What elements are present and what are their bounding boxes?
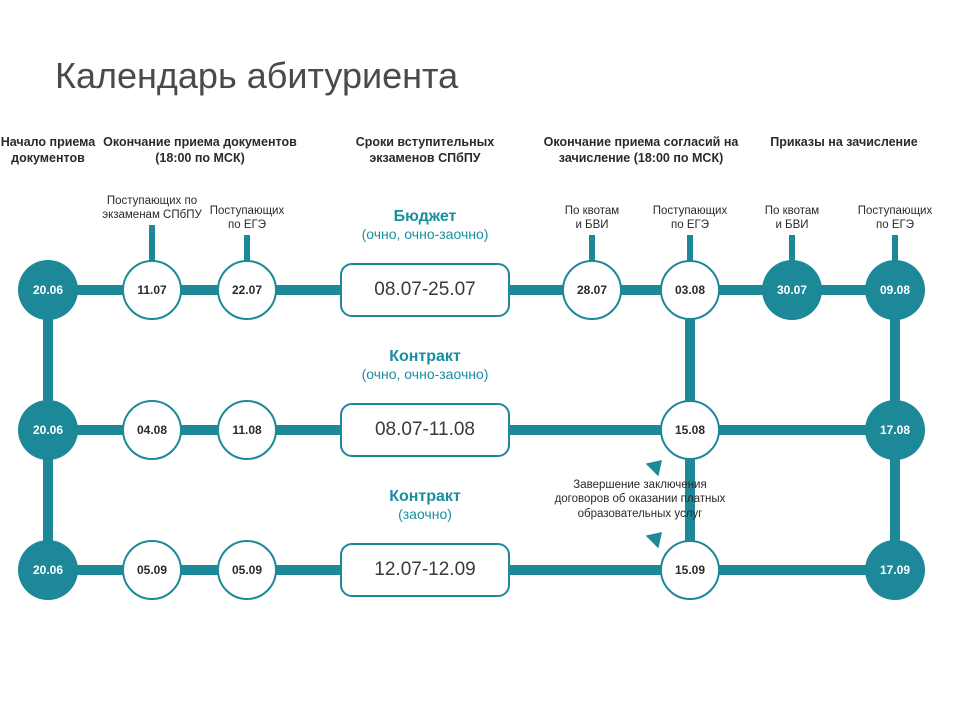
row-title-1-sub: (очно, очно-заочно)	[362, 226, 489, 242]
col-header-consent: Окончание приема согласий назачисление (…	[526, 135, 756, 166]
col-header-doc-end: Окончание приема документов(18:00 по МСК…	[85, 135, 315, 166]
pill-r1: 08.07-25.07	[340, 263, 510, 317]
triangle-icon-1	[646, 454, 669, 477]
node-r1-c7: 30.07	[762, 260, 822, 320]
note-text: Завершение заключениядоговоров об оказан…	[540, 478, 740, 521]
node-r1-c5: 28.07	[562, 260, 622, 320]
row-title-2: Контракт (очно, очно-заочно)	[362, 348, 489, 382]
pill-r2: 08.07-11.08	[340, 403, 510, 457]
node-r1-c3: 22.07	[217, 260, 277, 320]
sublabel-c5: По квотами БВИ	[542, 205, 642, 233]
row-title-2-sub: (очно, очно-заочно)	[362, 366, 489, 382]
node-r3-c6: 15.09	[660, 540, 720, 600]
node-r3-c1: 20.06	[18, 540, 78, 600]
node-r3-c8: 17.09	[865, 540, 925, 600]
sublabel-c6: Поступающихпо ЕГЭ	[640, 205, 740, 233]
node-r2-c8: 17.08	[865, 400, 925, 460]
node-r3-c3: 05.09	[217, 540, 277, 600]
pill-r3: 12.07-12.09	[340, 543, 510, 597]
node-r2-c2: 04.08	[122, 400, 182, 460]
col-header-exams: Сроки вступительныхэкзаменов СПбПУ	[325, 135, 525, 166]
row-title-1-label: Бюджет	[394, 208, 457, 225]
node-r1-c2: 11.07	[122, 260, 182, 320]
sublabel-c8: Поступающихпо ЕГЭ	[845, 205, 945, 233]
col-header-orders: Приказы на зачисление	[744, 135, 944, 151]
sublabel-c3: Поступающихпо ЕГЭ	[197, 205, 297, 233]
node-r1-c6: 03.08	[660, 260, 720, 320]
page-title: Календарь абитуриента	[55, 55, 458, 97]
node-r2-c3: 11.08	[217, 400, 277, 460]
stub-c2	[149, 225, 155, 265]
row-title-1: Бюджет (очно, очно-заочно)	[362, 208, 489, 242]
node-r2-c1: 20.06	[18, 400, 78, 460]
sublabel-c2: Поступающих поэкзаменам СПбПУ	[92, 195, 212, 223]
row-title-3-label: Контракт	[389, 488, 461, 505]
node-r3-c2: 05.09	[122, 540, 182, 600]
sublabel-c7: По квотами БВИ	[742, 205, 842, 233]
row-title-3-sub: (заочно)	[389, 506, 461, 522]
triangle-icon-2	[646, 526, 669, 549]
row-title-3: Контракт (заочно)	[389, 488, 461, 522]
node-r1-c1: 20.06	[18, 260, 78, 320]
row-title-2-label: Контракт	[389, 348, 461, 365]
node-r1-c8: 09.08	[865, 260, 925, 320]
node-r2-c6: 15.08	[660, 400, 720, 460]
